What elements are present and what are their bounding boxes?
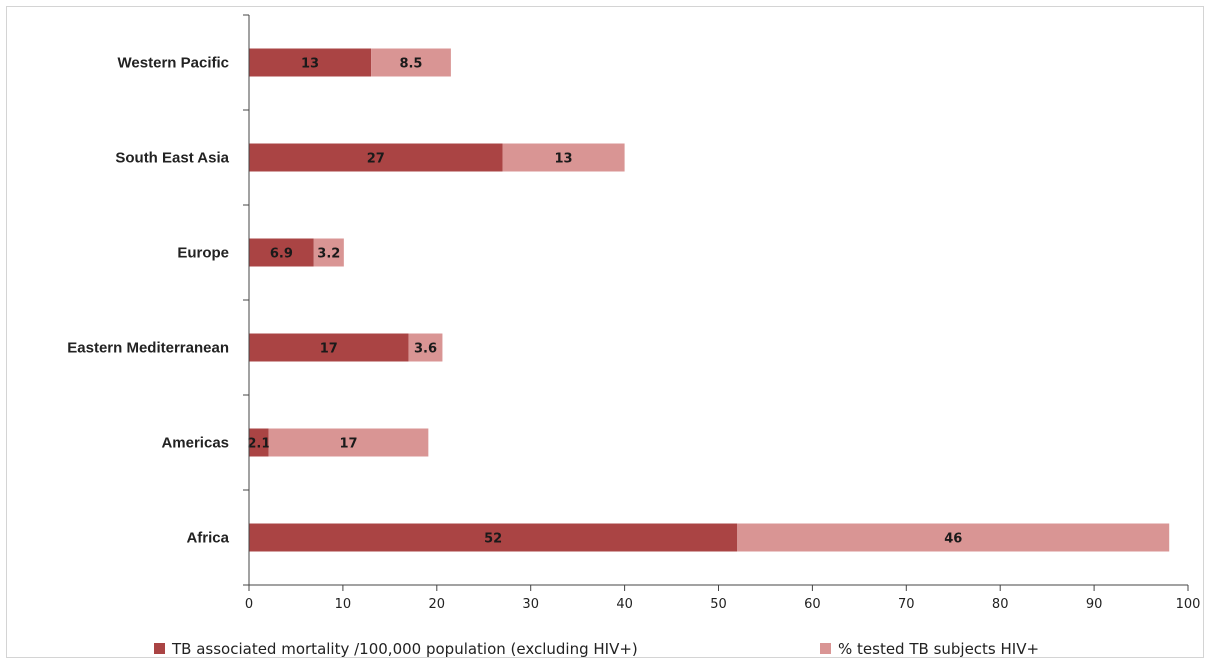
legend-swatch-2 bbox=[820, 643, 831, 654]
x-tick-label-3: 30 bbox=[522, 597, 539, 612]
x-tick-label-2: 20 bbox=[429, 597, 446, 612]
bar-2-1 bbox=[268, 428, 429, 457]
data-label-1-3: 6.9 bbox=[270, 247, 293, 262]
x-tick-label-4: 40 bbox=[616, 597, 633, 612]
bar-2-2 bbox=[408, 333, 443, 362]
x-tick-label-8: 80 bbox=[992, 597, 1009, 612]
category-label-4: South East Asia bbox=[115, 150, 229, 167]
bar-2-0 bbox=[737, 523, 1170, 552]
category-label-3: Europe bbox=[177, 245, 229, 262]
bar-2-3 bbox=[313, 238, 344, 267]
data-label-2-5: 8.5 bbox=[399, 57, 422, 72]
data-label-2-2: 3.6 bbox=[414, 342, 437, 357]
x-tick-label-7: 70 bbox=[898, 597, 915, 612]
category-label-2: Eastern Mediterranean bbox=[67, 340, 229, 357]
bar-1-1 bbox=[249, 428, 269, 457]
data-label-1-5: 13 bbox=[301, 57, 319, 72]
category-label-5: Western Pacific bbox=[118, 55, 229, 72]
x-tick-label-6: 60 bbox=[804, 597, 821, 612]
bar-1-0 bbox=[249, 523, 738, 552]
data-label-1-1: 2.1 bbox=[247, 437, 270, 452]
legend-label-1: TB associated mortality /100,000 populat… bbox=[171, 640, 638, 658]
data-label-2-0: 46 bbox=[944, 532, 962, 547]
x-tick-label-5: 50 bbox=[710, 597, 727, 612]
bar-2-4 bbox=[502, 143, 625, 172]
data-label-1-2: 17 bbox=[320, 342, 338, 357]
data-label-2-1: 17 bbox=[339, 437, 357, 452]
bar-2-5 bbox=[371, 48, 451, 77]
category-label-1: Americas bbox=[161, 435, 229, 452]
x-tick-label-10: 100 bbox=[1176, 597, 1201, 612]
legend-label-2: % tested TB subjects HIV+ bbox=[838, 640, 1039, 658]
data-label-1-0: 52 bbox=[484, 532, 502, 547]
chart-frame bbox=[6, 6, 1204, 658]
bar-1-4 bbox=[249, 143, 503, 172]
category-label-0: Africa bbox=[186, 530, 229, 547]
bar-1-5 bbox=[249, 48, 372, 77]
bar-1-3 bbox=[249, 238, 314, 267]
x-tick-label-0: 0 bbox=[245, 597, 253, 612]
data-label-1-4: 27 bbox=[367, 152, 385, 167]
legend-swatch-1 bbox=[154, 643, 165, 654]
bar-1-2 bbox=[249, 333, 409, 362]
data-label-2-3: 3.2 bbox=[317, 247, 340, 262]
x-tick-label-9: 90 bbox=[1086, 597, 1103, 612]
x-tick-label-1: 10 bbox=[335, 597, 352, 612]
data-label-2-4: 13 bbox=[555, 152, 573, 167]
